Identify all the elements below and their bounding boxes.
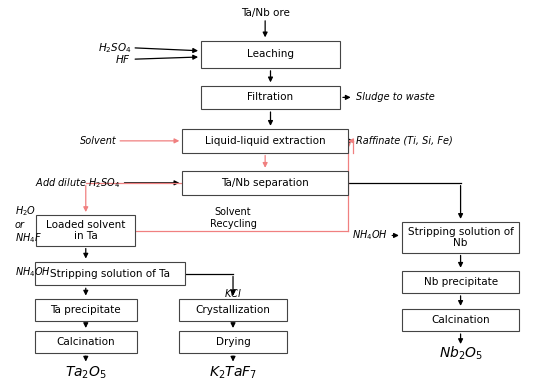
FancyBboxPatch shape bbox=[182, 129, 348, 153]
Text: Drying: Drying bbox=[216, 337, 250, 347]
Text: Liquid-liquid extraction: Liquid-liquid extraction bbox=[205, 136, 326, 146]
FancyBboxPatch shape bbox=[180, 331, 287, 353]
Text: $H_2SO_4$: $H_2SO_4$ bbox=[97, 41, 131, 55]
FancyBboxPatch shape bbox=[35, 299, 137, 321]
FancyBboxPatch shape bbox=[201, 86, 340, 109]
FancyBboxPatch shape bbox=[401, 271, 519, 293]
Text: $Nb_2O_5$: $Nb_2O_5$ bbox=[439, 345, 483, 362]
Text: Crystallization: Crystallization bbox=[196, 305, 270, 315]
Text: Ta precipitate: Ta precipitate bbox=[50, 305, 121, 315]
Text: Loaded solvent
in Ta: Loaded solvent in Ta bbox=[46, 220, 126, 241]
FancyBboxPatch shape bbox=[35, 331, 137, 353]
FancyBboxPatch shape bbox=[401, 222, 519, 253]
Text: $H_2O$
or
$NH_4F$: $H_2O$ or $NH_4F$ bbox=[15, 204, 42, 245]
FancyBboxPatch shape bbox=[36, 215, 135, 246]
FancyBboxPatch shape bbox=[180, 299, 287, 321]
Text: Raffinate (Ti, Si, Fe): Raffinate (Ti, Si, Fe) bbox=[356, 136, 453, 146]
Text: Ta/Nb separation: Ta/Nb separation bbox=[221, 178, 309, 188]
Text: Solvent: Solvent bbox=[80, 136, 116, 146]
Text: Leaching: Leaching bbox=[247, 49, 294, 59]
Text: Nb precipitate: Nb precipitate bbox=[424, 277, 498, 287]
Text: $K_2TaF_7$: $K_2TaF_7$ bbox=[209, 365, 257, 381]
FancyBboxPatch shape bbox=[201, 41, 340, 68]
Text: $NH_4OH$: $NH_4OH$ bbox=[15, 265, 50, 279]
Text: $Ta_2O_5$: $Ta_2O_5$ bbox=[65, 365, 107, 381]
Text: Add dilute $H_2SO_4$: Add dilute $H_2SO_4$ bbox=[35, 176, 121, 190]
Text: Ta/Nb ore: Ta/Nb ore bbox=[241, 8, 289, 18]
Text: Stripping solution of Ta: Stripping solution of Ta bbox=[50, 269, 170, 279]
Text: $HF$: $HF$ bbox=[115, 53, 131, 65]
Text: $KCl$: $KCl$ bbox=[224, 287, 242, 299]
Text: Calcination: Calcination bbox=[431, 315, 490, 325]
FancyBboxPatch shape bbox=[401, 309, 519, 331]
Text: Filtration: Filtration bbox=[247, 92, 294, 103]
Text: Calcination: Calcination bbox=[56, 337, 115, 347]
Text: $NH_4OH$: $NH_4OH$ bbox=[352, 229, 388, 242]
Text: Stripping solution of
Nb: Stripping solution of Nb bbox=[408, 226, 513, 248]
FancyBboxPatch shape bbox=[35, 262, 185, 286]
Text: Solvent
Recycling: Solvent Recycling bbox=[209, 207, 256, 229]
FancyBboxPatch shape bbox=[182, 171, 348, 195]
Text: Sludge to waste: Sludge to waste bbox=[356, 92, 435, 103]
